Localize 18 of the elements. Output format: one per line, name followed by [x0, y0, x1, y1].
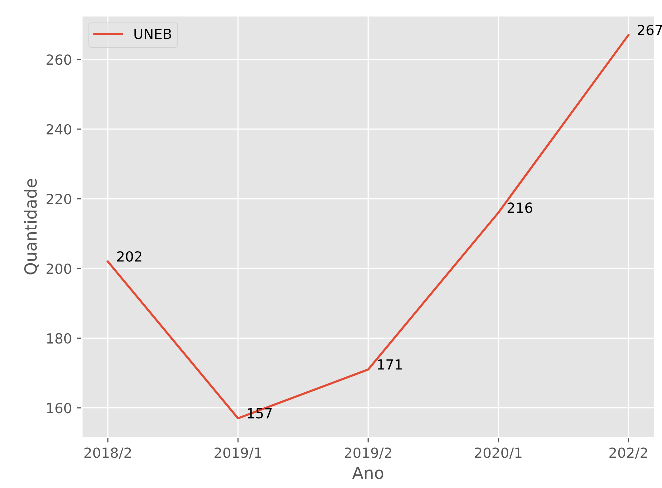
x-tick-label: 2019/2 [344, 448, 392, 460]
y-tick-label: 180 [47, 333, 72, 344]
data-label: 216 [508, 202, 533, 214]
y-tick-label: 240 [46, 124, 72, 135]
data-label: 267 [638, 24, 662, 36]
data-label: 202 [117, 251, 142, 262]
y-tick-label: 200 [46, 264, 72, 274]
x-tick-label: 202/2 [610, 448, 648, 460]
y-axis-title: Quantidade [24, 179, 39, 275]
x-tick-label: 2020/1 [475, 448, 522, 460]
legend-label: UNEB [134, 29, 172, 40]
y-tick-label: 220 [46, 194, 72, 205]
y-tick-label: 260 [46, 54, 72, 66]
data-label: 171 [378, 360, 402, 370]
x-tick-label: 2019/1 [214, 448, 262, 460]
y-tick-label: 160 [47, 403, 72, 414]
x-tick-label: 2018/2 [84, 448, 132, 460]
x-axis-title: Ano [352, 466, 384, 480]
